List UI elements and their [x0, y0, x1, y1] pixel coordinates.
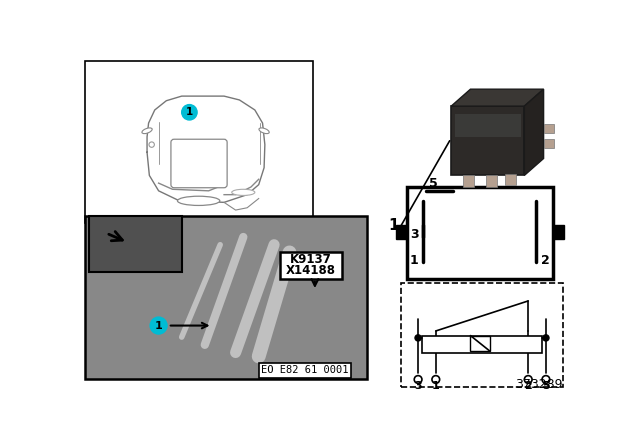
Circle shape: [415, 335, 421, 341]
Bar: [86, 216, 367, 379]
Ellipse shape: [259, 128, 269, 134]
Text: 5: 5: [429, 177, 438, 190]
Text: 1: 1: [186, 107, 193, 117]
Circle shape: [414, 375, 422, 383]
Circle shape: [150, 317, 167, 334]
Circle shape: [149, 142, 154, 147]
Bar: [396, 225, 406, 239]
Text: 1: 1: [388, 218, 399, 233]
Text: 2: 2: [524, 381, 532, 391]
Text: 3: 3: [410, 228, 419, 241]
Bar: [280, 252, 342, 280]
Circle shape: [182, 104, 197, 120]
Bar: [505, 174, 516, 185]
Bar: [553, 225, 564, 239]
Text: 3: 3: [414, 381, 422, 391]
Bar: [90, 216, 182, 271]
Bar: [451, 106, 524, 176]
Polygon shape: [451, 89, 543, 106]
Circle shape: [542, 375, 550, 383]
Text: X14188: X14188: [286, 263, 336, 276]
Text: 2: 2: [541, 254, 550, 267]
Text: K9137: K9137: [290, 253, 332, 266]
Bar: [486, 175, 497, 187]
Text: 1: 1: [432, 381, 440, 391]
Bar: [470, 336, 490, 351]
Text: 1: 1: [410, 254, 419, 267]
Bar: [422, 336, 542, 353]
Bar: [455, 114, 520, 137]
Bar: [543, 124, 554, 133]
Circle shape: [432, 375, 440, 383]
Bar: [406, 187, 553, 280]
Polygon shape: [524, 89, 543, 176]
Text: 5: 5: [542, 381, 550, 391]
Circle shape: [543, 335, 549, 341]
Bar: [463, 175, 474, 187]
Bar: [543, 139, 554, 148]
Bar: [409, 68, 555, 187]
Ellipse shape: [232, 189, 255, 195]
Ellipse shape: [177, 196, 220, 206]
Text: EO E82 61 0001: EO E82 61 0001: [261, 365, 349, 375]
Bar: [259, 362, 351, 378]
Ellipse shape: [142, 128, 152, 134]
Bar: [86, 61, 312, 223]
Text: 1: 1: [155, 321, 163, 331]
Text: 373289: 373289: [515, 378, 563, 391]
Bar: [401, 283, 563, 387]
Circle shape: [524, 375, 532, 383]
FancyBboxPatch shape: [171, 139, 227, 188]
